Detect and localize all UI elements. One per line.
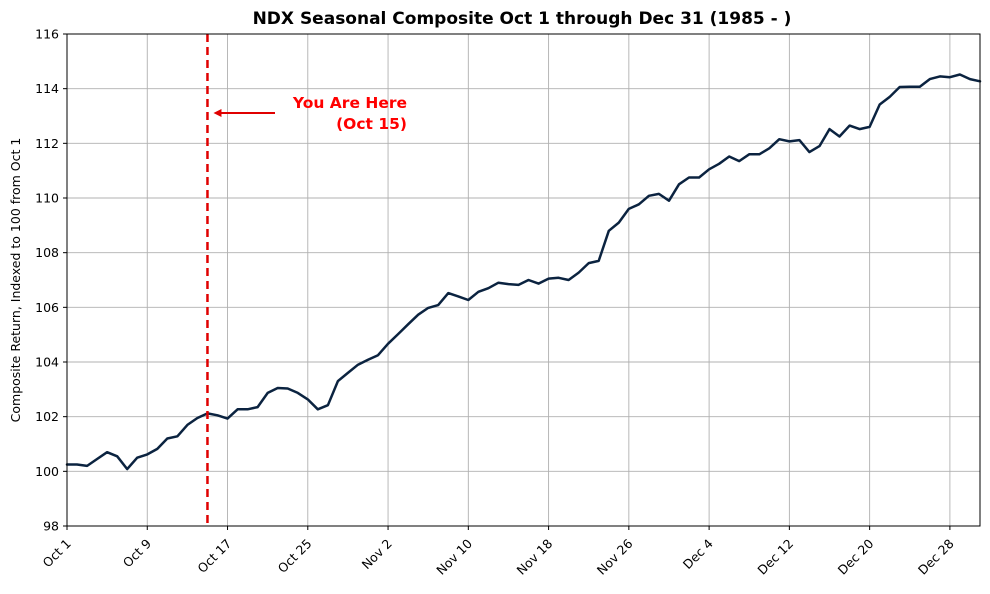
chart-title: NDX Seasonal Composite Oct 1 through Dec… [253,9,792,29]
y-tick-label: 102 [35,409,59,424]
y-tick-label: 100 [35,464,59,479]
y-tick-label: 112 [35,136,59,151]
x-tick-label: Nov 26 [594,536,636,578]
annotation-line-2: (Oct 15) [336,115,407,133]
annotation-line-1: You Are Here [292,94,407,112]
y-tick-label: 108 [35,245,59,260]
y-tick-label: 104 [35,355,59,370]
x-tick-label: Oct 17 [194,536,234,576]
y-tick-label: 98 [43,519,59,534]
plot-frame [66,33,981,527]
x-tick-label: Oct 25 [275,536,315,576]
grid [66,33,980,527]
x-tick-label: Nov 2 [359,536,395,572]
x-tick-label: Oct 1 [40,536,74,570]
y-tick-label: 116 [35,27,59,42]
series-line [65,73,982,471]
x-tick-label: Dec 28 [915,536,957,578]
annotation-arrow-head [213,109,222,117]
axes: 98 100 102 104 106 108 110 112 114 116 Oct 1 Oct 9 O… [35,27,981,578]
x-tick-label: Dec 20 [835,536,877,578]
annotation: You Are Here (Oct 15) [292,94,407,133]
marker-layer [206,34,275,526]
x-tick-label: Oct 9 [120,536,154,570]
y-axis-label: Composite Return, Indexed to 100 from Oc… [8,138,23,423]
x-tick-label: Nov 18 [513,536,555,578]
series-layer [65,73,982,471]
x-tick-label: Nov 10 [433,536,475,578]
y-tick-label: 110 [35,191,59,206]
y-tick-label: 114 [35,81,59,96]
x-tick-label: Dec 4 [680,536,716,572]
y-tick-label: 106 [35,300,59,315]
x-tick-label: Dec 12 [754,536,796,578]
